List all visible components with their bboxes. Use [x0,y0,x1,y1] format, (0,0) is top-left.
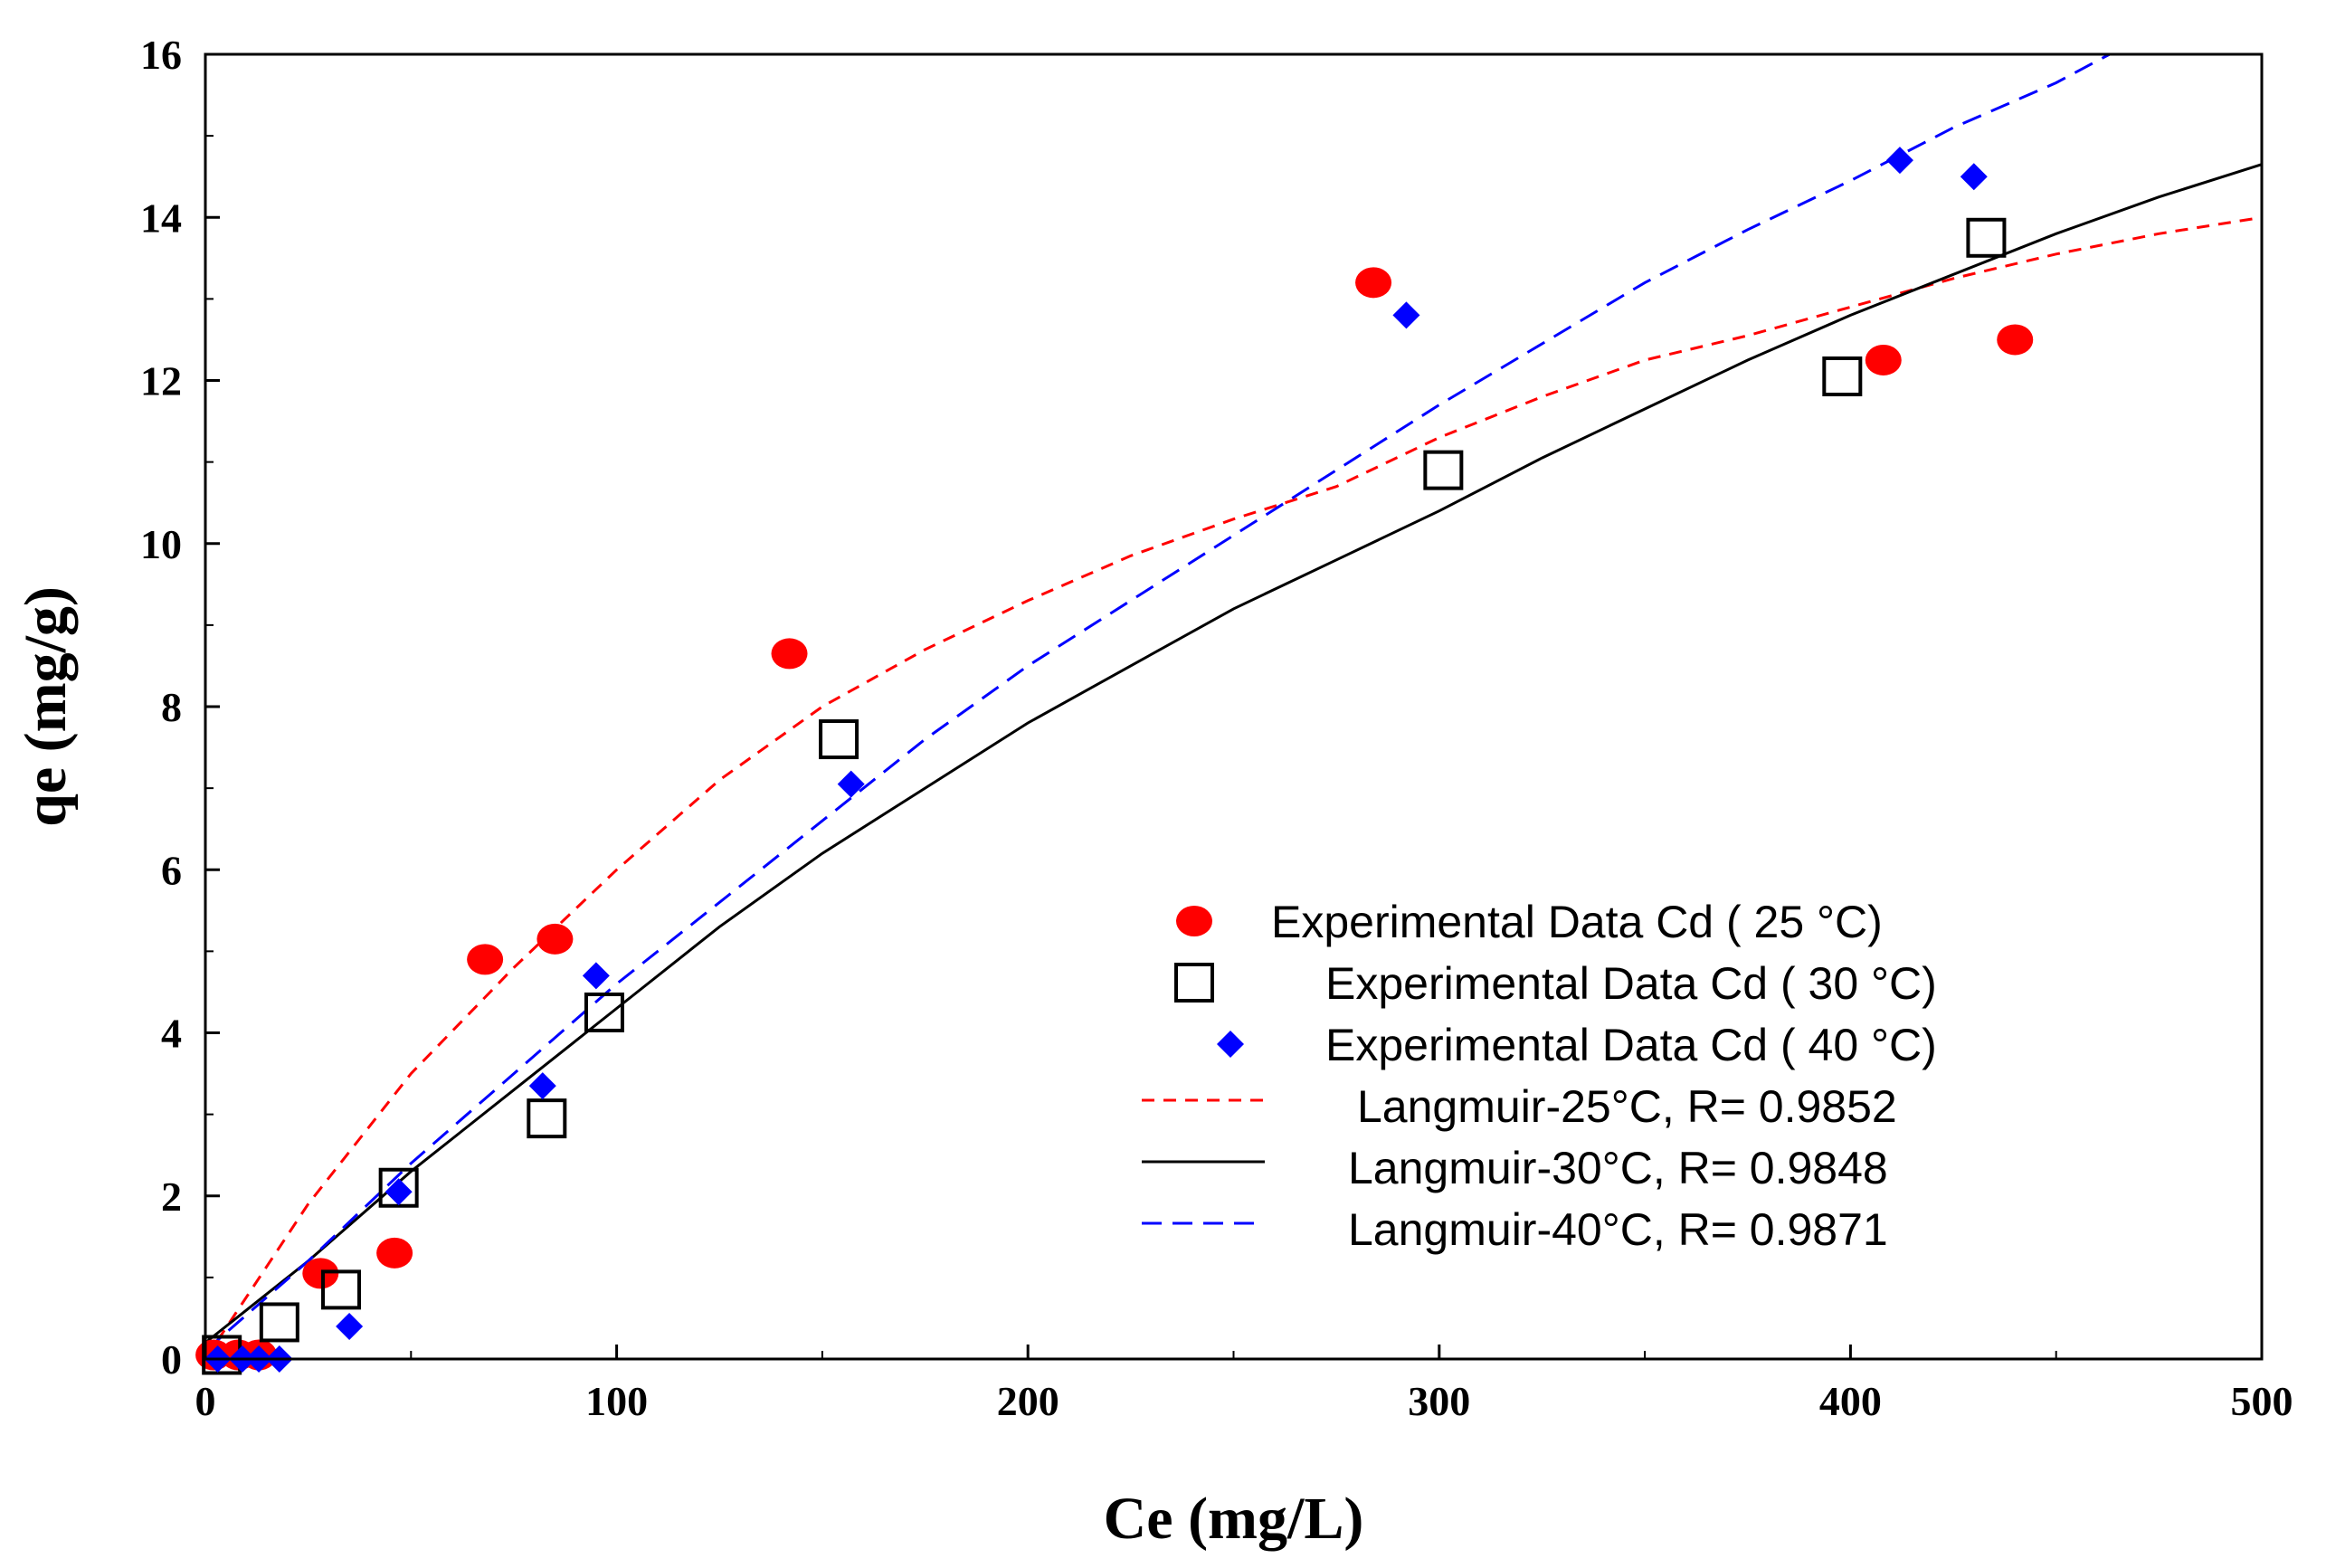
legend-marker [1174,963,1214,1003]
y-tick-label: 16 [140,32,182,78]
legend-label: Langmuir-40°C, R= 0.9871 [1348,1204,1888,1255]
x-tick-label: 300 [1408,1378,1470,1424]
x-tick-label: 100 [585,1378,648,1424]
x-axis: 0 100 200 300 400 500 [195,1345,2293,1424]
y-tick-label: 2 [161,1174,182,1220]
legend: Experimental Data Cd ( 25 °C) Experimenta… [1142,897,1937,1255]
data-points [195,147,2034,1375]
data-point [336,1312,364,1340]
data-point [376,1237,413,1269]
plot-frame [204,52,2264,1361]
data-point [1960,163,1988,191]
data-point [321,1269,362,1310]
data-point [1997,324,2034,356]
y-tick-label: 0 [161,1336,182,1383]
data-point [1423,450,1464,490]
x-tick-label: 500 [2231,1378,2293,1424]
y-tick-label: 10 [140,521,182,567]
legend-marker [1176,906,1212,936]
data-point [527,1098,567,1139]
y-tick-label: 14 [140,195,182,241]
data-point [837,770,865,798]
legend-marker [1217,1031,1244,1058]
fit-curve-1 [205,215,2262,1359]
data-point [1885,147,1913,175]
data-point [1865,344,1902,375]
legend-label: Langmuir-25°C, R= 0.9852 [1357,1081,1897,1132]
y-tick-label: 4 [161,1011,182,1057]
data-point [771,638,808,670]
y-axis-title: qe (mg/g) [13,586,79,827]
y-tick-label: 6 [161,847,182,893]
x-tick-label: 400 [1819,1378,1882,1424]
data-point [819,719,859,760]
x-tick-label: 0 [195,1378,216,1424]
y-tick-label: 12 [140,358,182,404]
data-point [259,1302,299,1343]
data-point [528,1072,556,1100]
data-point [582,962,610,990]
data-point [378,1167,419,1208]
legend-label: Experimental Data Cd ( 25 °C) [1271,897,1883,947]
legend-label: Langmuir-30°C, R= 0.9848 [1348,1143,1888,1193]
y-axis: 0 2 4 6 8 10 12 14 16 [140,32,220,1383]
y-tick-label: 8 [161,684,182,730]
legend-label: Experimental Data Cd ( 40 °C) [1325,1020,1937,1070]
data-point [467,944,504,975]
data-point [1355,267,1392,299]
fit-curve-3 [205,54,2111,1353]
data-point [584,992,624,1032]
data-point [385,1178,413,1206]
data-point [1966,217,2007,258]
data-point [1392,301,1420,329]
x-tick-label: 200 [997,1378,1059,1424]
data-point [302,1258,339,1289]
fit-curve-2 [205,163,2262,1345]
legend-label: Experimental Data Cd ( 30 °C) [1325,958,1937,1009]
fit-curves [205,54,2262,1359]
x-axis-title: Ce (mg/L) [1104,1486,1364,1552]
data-point [1822,356,1863,396]
data-point [536,923,574,955]
